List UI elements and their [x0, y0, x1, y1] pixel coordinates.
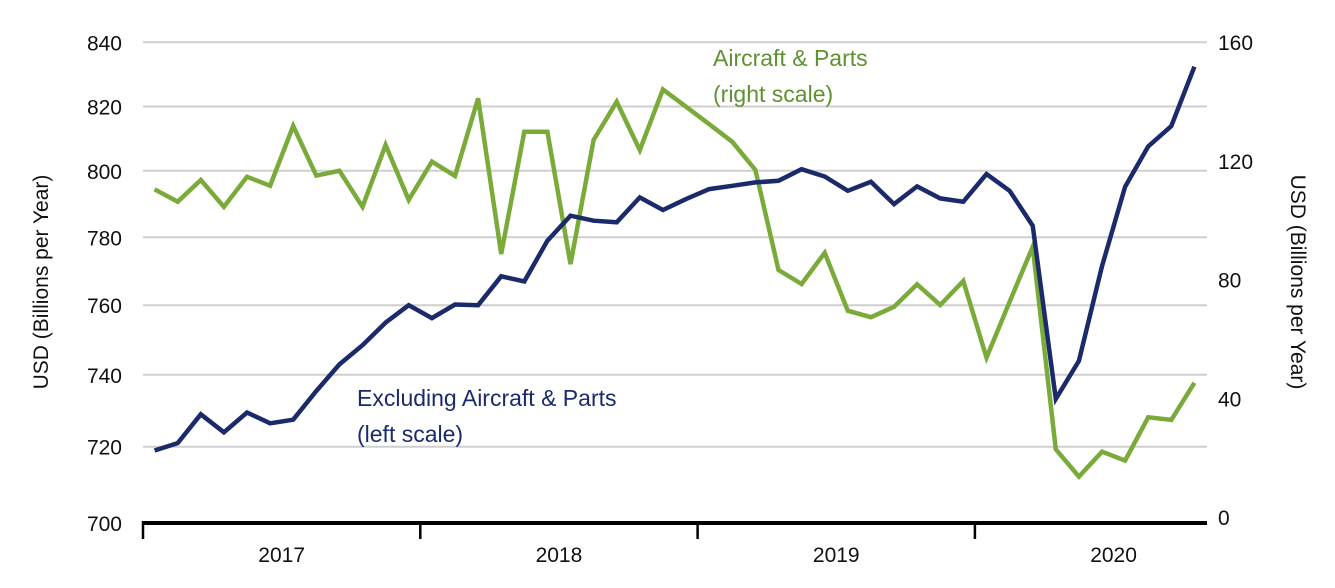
series-line-aircraft-parts [153, 85, 1197, 480]
right-axis-ticks: 0 40 80 120 160 [1218, 32, 1253, 530]
left-tick-label: 700 [87, 513, 122, 536]
excluding-aircraft-label: Excluding Aircraft & Parts [357, 385, 617, 411]
aircraft-parts-scale-label: (right scale) [713, 81, 833, 107]
left-tick-label: 740 [87, 365, 122, 388]
left-tick-label: 780 [87, 227, 122, 250]
gridlines [143, 41, 1207, 448]
left-tick-label: 760 [87, 295, 122, 318]
right-tick-label: 0 [1218, 507, 1230, 530]
series-line-excluding-aircraft [153, 65, 1197, 453]
excluding-aircraft-scale-label: (left scale) [357, 421, 463, 447]
x-tick-label: 2017 [258, 544, 305, 567]
left-tick-label: 720 [87, 437, 122, 460]
x-tick-label: 2018 [536, 544, 583, 567]
right-axis-title: USD (Billions per Year) [1286, 175, 1309, 390]
aircraft-parts-label: Aircraft & Parts [713, 45, 868, 71]
series-layer [153, 65, 1197, 480]
left-axis-ticks: 700 720 740 760 780 800 820 840 [87, 32, 122, 536]
left-tick-label: 840 [87, 32, 122, 55]
x-tick-label: 2019 [813, 544, 860, 567]
right-tick-label: 40 [1218, 388, 1241, 411]
x-axis: 2017 2018 2019 2020 [141, 521, 1207, 567]
right-tick-label: 120 [1218, 151, 1253, 174]
right-tick-label: 80 [1218, 270, 1241, 293]
left-axis-title: USD (Billions per Year) [30, 175, 53, 390]
right-tick-label: 160 [1218, 32, 1253, 55]
x-tick-label: 2020 [1090, 544, 1137, 567]
left-tick-label: 820 [87, 97, 122, 120]
left-tick-label: 800 [87, 161, 122, 184]
